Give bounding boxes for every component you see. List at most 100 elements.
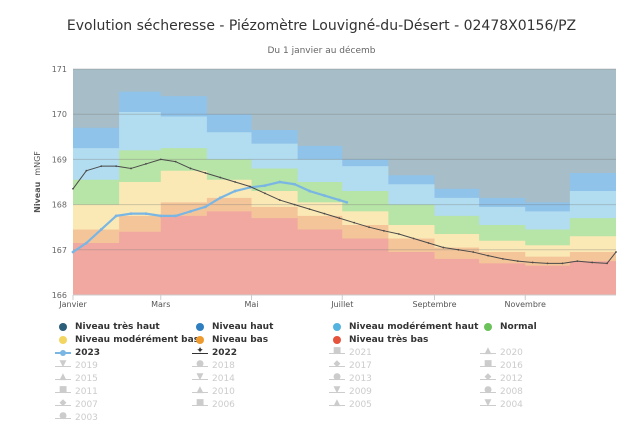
series-point-2022 (130, 167, 132, 170)
legend-label: 2012 (500, 374, 523, 384)
series-point-2022 (219, 176, 222, 179)
legend-marker-icon: ▼ (333, 385, 341, 395)
series-point-2023 (293, 182, 297, 186)
legend-marker-icon: ● (333, 372, 341, 382)
legend-item-2005[interactable]: ▲ 2005 (329, 398, 372, 411)
series-point-2023 (218, 196, 222, 200)
legend-dot-icon (333, 323, 341, 331)
legend-item-niveau-tr-s-haut[interactable]: Niveau très haut (55, 321, 160, 333)
legend-marker-icon: ● (196, 359, 204, 369)
legend-item-2022[interactable]: ✦ 2022 (192, 346, 238, 359)
chart-subtitle: Du 1 janvier au décemb (267, 46, 376, 56)
legend-label: Niveau haut (212, 322, 274, 332)
legend-dot-icon (196, 336, 204, 344)
series-point-2022 (615, 251, 617, 253)
legend-label: 2022 (212, 348, 238, 358)
series-point-2022 (606, 262, 608, 265)
legend-label: 2019 (75, 361, 98, 371)
legend-line-icon (329, 405, 345, 406)
series-point-2022 (531, 261, 534, 264)
legend-item-niveau-tr-s-bas[interactable]: Niveau très bas (329, 334, 428, 346)
legend-item-2010[interactable]: ▲ 2010 (192, 385, 235, 398)
series-point-2022 (457, 248, 460, 251)
legend-dot-icon (333, 336, 341, 344)
legend-item-2021[interactable]: ■ 2021 (329, 346, 372, 359)
legend-line-icon (480, 405, 496, 406)
legend-label: Niveau modérément haut (349, 322, 479, 332)
series-point-2022 (427, 242, 430, 244)
legend-item-2009[interactable]: ▼ 2009 (329, 385, 372, 398)
legend-item-2013[interactable]: ● 2013 (329, 372, 372, 385)
x-tick-label: Novembre (505, 300, 547, 309)
legend-item-niveau-mod-r-ment-haut[interactable]: Niveau modérément haut (329, 321, 478, 333)
legend-item-2017[interactable]: ◆ 2017 (329, 359, 372, 372)
legend-label: 2023 (75, 348, 101, 358)
legend-label: 2013 (349, 374, 372, 384)
legend-label: 2006 (212, 400, 235, 410)
series-point-2022 (189, 167, 192, 170)
series-point-2023 (99, 228, 103, 231)
legend-item-2020[interactable]: ▲ 2020 (480, 346, 523, 359)
series-point-2023 (144, 212, 148, 216)
series-point-2023 (323, 194, 326, 197)
legend-symbol (55, 322, 71, 332)
legend-item-2004[interactable]: ▼ 2004 (480, 398, 523, 411)
legend-item-2019[interactable]: ▼ 2019 (55, 359, 98, 372)
legend-marker-icon: ▼ (196, 372, 204, 382)
legend-item-2023[interactable]: 2023 (55, 347, 100, 359)
legend-marker-icon: ■ (332, 346, 342, 356)
legend-item-2016[interactable]: ■ 2016 (480, 359, 523, 372)
legend-label: 2010 (212, 387, 235, 397)
y-tick-label: 167 (52, 246, 67, 255)
series-point-2022 (502, 257, 504, 260)
legend-line-icon (329, 392, 345, 393)
legend-item-2008[interactable]: ● 2008 (480, 385, 523, 398)
series-point-2022 (72, 187, 74, 190)
series-point-2022 (546, 262, 549, 265)
legend-item-niveau-haut[interactable]: Niveau haut (192, 321, 273, 333)
legend-item-niveau-mod-r-ment-bas[interactable]: Niveau modérément bas (55, 334, 199, 346)
legend-marker-icon: ▲ (484, 346, 492, 356)
x-tick-label: Mai (245, 300, 259, 309)
series-point-2023 (159, 214, 163, 218)
legend-marker-icon: ▼ (484, 398, 492, 408)
series-point-2022 (591, 261, 594, 264)
legend-marker-icon: ▲ (196, 385, 204, 395)
legend-item-niveau-bas[interactable]: Niveau bas (192, 334, 268, 346)
legend-item-normal[interactable]: Normal (480, 321, 537, 333)
legend-label: 2008 (500, 387, 523, 397)
chart-plot: 166 167 168 169 170 171 Janvier Mars Mai Juillet S… (33, 65, 617, 309)
legend-symbol (55, 335, 71, 345)
legend-line-icon (55, 379, 71, 380)
legend-item-2018[interactable]: ● 2018 (192, 359, 235, 372)
series-point-2023 (263, 184, 267, 188)
series-point-2022 (293, 203, 296, 206)
series-point-2023 (189, 209, 192, 213)
legend-item-2012[interactable]: ◆ 2012 (480, 372, 523, 385)
legend-symbol (55, 348, 71, 358)
series-point-2023 (129, 212, 133, 216)
legend-item-2006[interactable]: ■ 2006 (192, 398, 235, 411)
legend-symbol (192, 322, 208, 332)
legend-item-2014[interactable]: ▼ 2014 (192, 372, 235, 385)
legend-symbol: ▼ (480, 398, 496, 410)
legend-symbol: ■ (329, 346, 345, 358)
legend-symbol: ◆ (329, 359, 345, 371)
y-tick-label: 166 (52, 291, 67, 300)
legend-marker-icon: ■ (483, 359, 493, 369)
legend-dot-icon (59, 323, 67, 331)
y-tick-label: 169 (52, 155, 67, 164)
legend-line-icon (480, 379, 496, 380)
legend-item-2007[interactable]: ◆ 2007 (55, 398, 98, 411)
legend-label: Niveau très bas (349, 335, 429, 345)
legend-item-2011[interactable]: ■ 2011 (55, 385, 98, 398)
series-point-2022 (174, 160, 177, 163)
legend-symbol: ● (192, 359, 208, 371)
legend-label: 2007 (75, 400, 98, 410)
legend-item-2003[interactable]: ● 2003 (55, 411, 98, 424)
series-point-2022 (308, 208, 311, 211)
legend-item-2015[interactable]: ▲ 2015 (55, 372, 98, 385)
legend-marker-icon: ■ (195, 398, 205, 408)
series-point-2022 (338, 217, 341, 220)
legend-symbol: ▲ (192, 385, 208, 397)
